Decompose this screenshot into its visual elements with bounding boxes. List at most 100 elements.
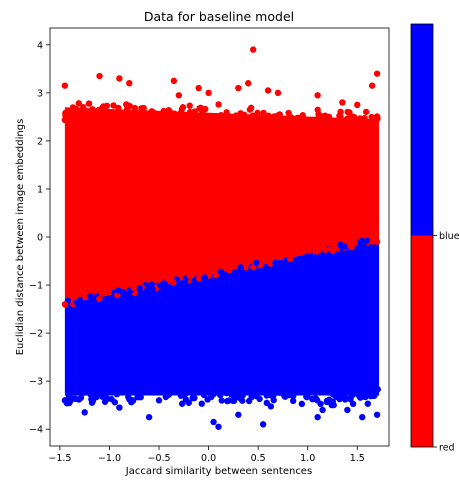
red-point <box>250 114 257 122</box>
red-point <box>126 80 133 87</box>
red-point <box>161 112 168 119</box>
series-blue <box>61 235 381 430</box>
boundary-point <box>253 259 260 266</box>
x-tick-label: 0.5 <box>251 453 266 464</box>
red-point <box>165 106 172 114</box>
boundary-point <box>259 258 266 266</box>
blue-point <box>270 396 277 404</box>
red-point <box>250 46 257 53</box>
red-point <box>307 126 314 134</box>
blue-point <box>93 393 100 401</box>
red-point <box>136 119 143 126</box>
blue-point <box>319 406 326 414</box>
boundary-point <box>144 284 151 292</box>
y-tick-label: 3 <box>37 88 43 99</box>
blue-point <box>310 389 317 396</box>
blue-point <box>323 384 330 392</box>
red-point <box>243 124 251 131</box>
red-point <box>275 119 282 127</box>
red-point <box>271 113 278 120</box>
red-point <box>246 106 254 113</box>
blue-point <box>66 384 73 391</box>
blue-point <box>119 384 127 391</box>
red-point <box>215 101 222 108</box>
blue-point <box>314 413 321 421</box>
red-point <box>334 124 341 132</box>
blue-point <box>289 397 297 405</box>
blue-point <box>153 383 160 391</box>
blue-point <box>77 394 85 401</box>
red-point <box>195 84 202 92</box>
boundary-point <box>351 239 358 246</box>
blue-point <box>191 385 198 393</box>
colorbar-segment-red <box>411 235 433 447</box>
y-tick-label: 0 <box>37 233 43 244</box>
red-point <box>89 106 96 113</box>
red-point <box>274 89 282 97</box>
red-point <box>325 113 333 121</box>
red-point <box>232 112 240 119</box>
blue-point <box>323 398 331 406</box>
blue-point <box>280 388 288 395</box>
blue-point <box>341 381 348 389</box>
blue-point <box>67 397 74 404</box>
boundary-point <box>272 259 279 267</box>
x-tick-label: −1.5 <box>48 453 71 464</box>
chart-title: Data for baseline model <box>144 9 294 24</box>
red-point <box>257 124 265 131</box>
red-point <box>123 106 131 113</box>
boundary-point <box>161 280 168 288</box>
red-point-cloud <box>64 107 380 305</box>
blue-point <box>107 384 114 391</box>
blue-point <box>81 409 88 416</box>
blue-point <box>162 393 170 401</box>
blue-point <box>298 400 306 408</box>
red-point <box>351 113 358 121</box>
colorbar-tick-label: blue <box>439 231 460 242</box>
red-point <box>85 110 92 117</box>
blue-point <box>255 383 263 391</box>
red-point <box>303 118 311 126</box>
blue-point <box>177 390 184 397</box>
blue-point <box>374 386 381 393</box>
red-point <box>73 116 81 123</box>
red-point <box>346 127 354 134</box>
red-point <box>251 125 259 132</box>
red-point <box>229 121 237 129</box>
red-point <box>337 113 344 121</box>
red-point <box>283 120 290 128</box>
red-point <box>366 124 373 132</box>
blue-point <box>191 394 198 402</box>
red-point <box>177 109 185 117</box>
red-point <box>235 84 242 92</box>
red-point <box>265 112 272 120</box>
red-point <box>191 108 198 115</box>
red-point <box>292 115 299 123</box>
blue-point <box>182 390 189 397</box>
blue-point <box>178 400 186 407</box>
blue-point <box>101 398 109 405</box>
red-point <box>346 109 353 116</box>
colorbar-segment-blue <box>411 24 433 236</box>
red-point <box>373 70 381 77</box>
y-tick-label: −4 <box>29 425 43 436</box>
blue-point <box>222 381 230 388</box>
boundary-point <box>96 295 103 303</box>
red-point <box>110 112 118 119</box>
red-point <box>85 100 93 107</box>
blue-point <box>185 399 192 406</box>
boundary-point <box>322 246 329 253</box>
y-tick-label: 2 <box>37 136 43 147</box>
red-point <box>320 121 328 129</box>
blue-point <box>333 393 340 400</box>
x-tick-label: 1.5 <box>350 453 365 464</box>
blue-point <box>248 383 255 390</box>
red-point <box>241 111 248 119</box>
red-point <box>197 104 204 112</box>
blue-point <box>126 384 133 391</box>
blue-point <box>248 393 255 401</box>
boundary-point <box>130 284 137 291</box>
boundary-point <box>226 267 233 274</box>
blue-point <box>204 396 211 403</box>
red-point <box>98 115 105 123</box>
